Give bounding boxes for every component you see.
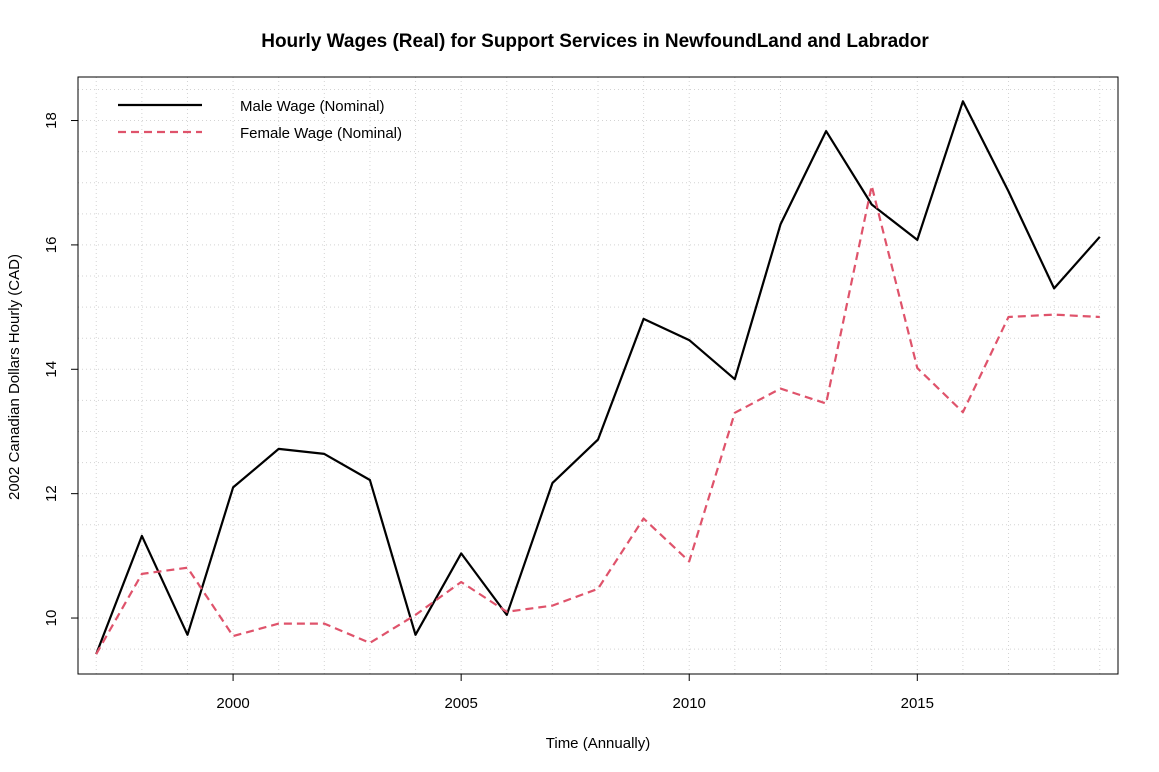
x-axis: 2000 2005 2010 2015 <box>216 673 934 712</box>
grid <box>78 77 1118 674</box>
x-axis-label: Time (Annually) <box>546 735 650 752</box>
y-axis-label: 2002 Canadian Dollars Hourly (CAD) <box>6 254 23 500</box>
series-line-1 <box>95 100 1101 655</box>
x-tick-label: 2000 <box>216 695 249 712</box>
legend-label: Female Wage (Nominal) <box>240 125 402 142</box>
y-tick-label: 10 <box>43 610 60 627</box>
legend-label: Male Wage (Nominal) <box>240 98 385 115</box>
y-tick-label: 16 <box>43 237 60 254</box>
x-tick-label: 2015 <box>901 695 934 712</box>
y-axis: 10 12 14 16 18 <box>43 112 79 627</box>
x-tick-label: 2010 <box>673 695 706 712</box>
series-line-2 <box>95 184 1100 655</box>
y-tick-label: 14 <box>43 361 60 378</box>
x-tick-label: 2005 <box>444 695 477 712</box>
plot-frame <box>77 76 1119 675</box>
y-tick-label: 18 <box>43 112 60 129</box>
legend: Male Wage (Nominal) Female Wage (Nominal) <box>118 98 402 142</box>
y-tick-label: 12 <box>43 485 60 502</box>
chart-title: Hourly Wages (Real) for Support Services… <box>261 31 929 52</box>
series-layer <box>95 100 1101 655</box>
